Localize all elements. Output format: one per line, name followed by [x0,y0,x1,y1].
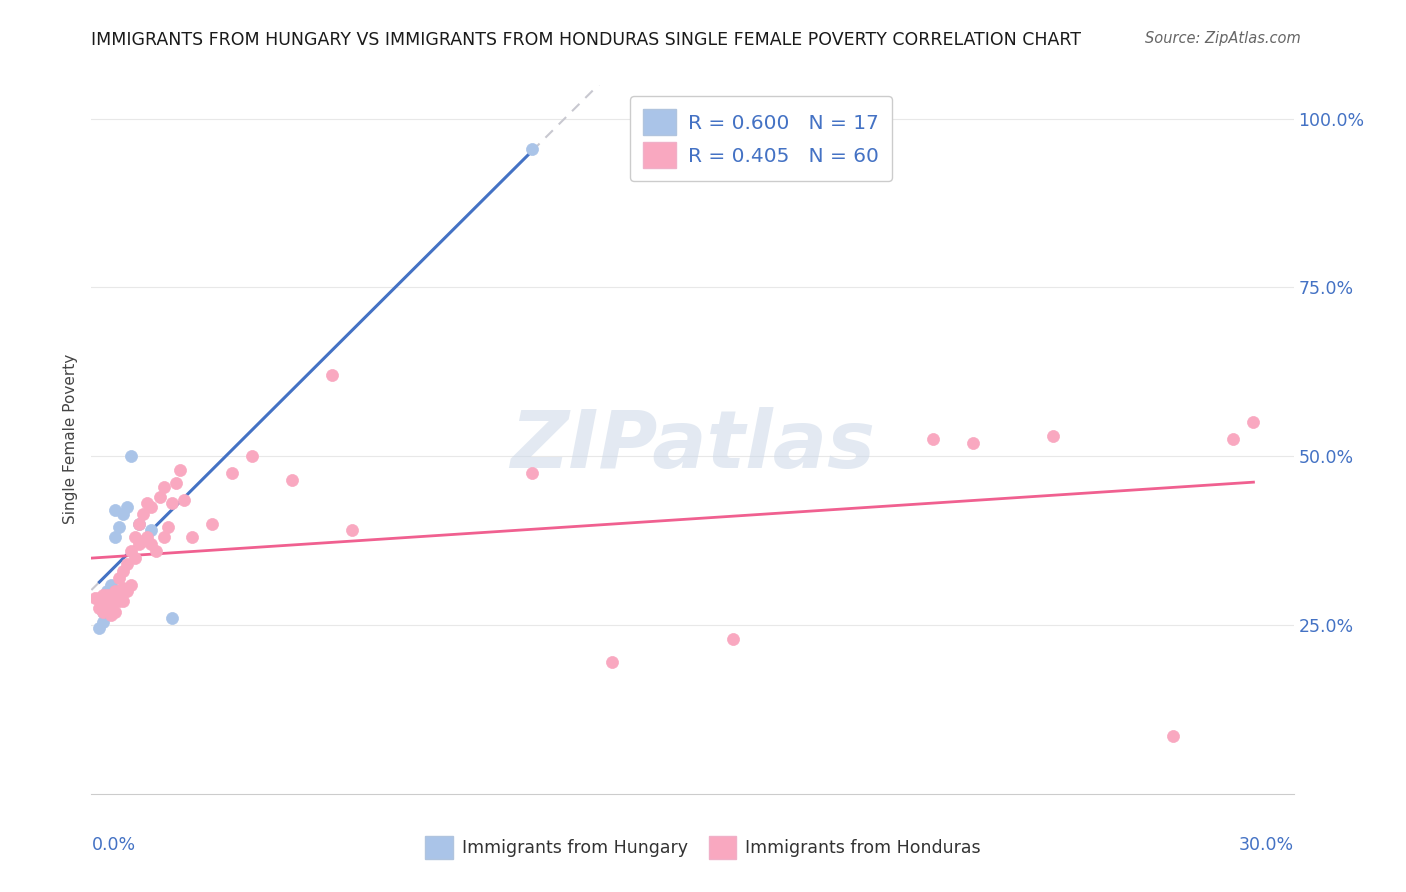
Point [96,588,118,602]
Text: 0.0%: 0.0% [91,836,135,854]
Point [922,433,945,447]
Point [93,598,115,612]
Point [160,611,183,625]
Point [148,490,170,504]
Point [112,594,135,608]
Point [84,591,107,605]
Legend: R = 0.600   N = 17, R = 0.405   N = 60: R = 0.600 N = 17, R = 0.405 N = 60 [630,96,891,181]
Point [93,588,115,602]
Point [128,516,150,531]
Point [108,594,131,608]
Text: Source: ZipAtlas.com: Source: ZipAtlas.com [1144,31,1301,46]
Point [121,449,143,463]
Point [141,524,163,538]
Point [117,584,139,599]
Point [89,591,111,605]
Point [128,516,150,531]
Point [104,584,127,599]
Point [96,601,118,615]
Text: 30.0%: 30.0% [1239,836,1294,854]
Point [522,466,544,480]
Point [132,507,155,521]
Point [93,605,115,619]
Point [1243,416,1265,430]
Point [132,533,155,548]
Point [100,588,122,602]
Point [117,558,139,572]
Point [100,577,122,591]
Point [93,615,115,629]
Point [89,622,111,636]
Point [89,601,111,615]
Point [962,435,984,450]
Point [96,598,118,612]
Point [100,598,122,612]
Point [108,571,131,585]
Text: IMMIGRANTS FROM HUNGARY VS IMMIGRANTS FROM HONDURAS SINGLE FEMALE POVERTY CORREL: IMMIGRANTS FROM HUNGARY VS IMMIGRANTS FR… [91,31,1081,49]
Point [96,584,118,599]
Point [100,607,122,622]
Point [201,516,224,531]
Point [136,530,159,544]
Point [1163,730,1185,744]
Point [152,480,174,494]
Point [160,496,183,510]
Point [522,142,544,156]
Point [108,520,131,534]
Point [180,530,202,544]
Point [321,368,343,383]
Point [104,503,127,517]
Point [108,584,131,599]
Point [136,496,159,510]
Point [156,520,179,534]
Point [112,507,135,521]
Y-axis label: Single Female Poverty: Single Female Poverty [63,354,79,524]
Point [173,493,195,508]
Point [96,594,118,608]
Text: ZIPatlas: ZIPatlas [510,408,875,485]
Point [602,655,624,669]
Point [141,537,163,551]
Point [104,530,127,544]
Point [100,594,122,608]
Point [169,463,191,477]
Point [141,500,163,514]
Point [124,550,146,565]
Point [1042,429,1064,443]
Point [112,564,135,578]
Point [221,466,243,480]
Point [112,581,135,595]
Point [104,605,127,619]
Point [145,543,167,558]
Point [152,530,174,544]
Point [121,543,143,558]
Point [104,594,127,608]
Point [721,632,744,646]
Point [1222,433,1244,447]
Legend: Immigrants from Hungary, Immigrants from Honduras: Immigrants from Hungary, Immigrants from… [416,828,990,867]
Point [240,449,263,463]
Point [165,476,187,491]
Point [340,524,363,538]
Point [281,473,304,487]
Point [121,577,143,591]
Point [128,537,150,551]
Point [117,500,139,514]
Point [124,530,146,544]
Point [93,605,115,619]
